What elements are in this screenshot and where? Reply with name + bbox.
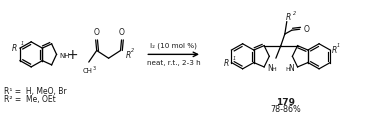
Text: 2: 2: [293, 11, 296, 16]
Text: CH: CH: [83, 67, 93, 73]
Text: R² =  Me, OEt: R² = Me, OEt: [4, 94, 56, 103]
Text: H: H: [272, 66, 277, 71]
Text: R¹ =  H, MeO, Br: R¹ = H, MeO, Br: [4, 86, 67, 95]
Text: 2: 2: [131, 48, 134, 53]
Text: 1: 1: [233, 55, 236, 60]
Text: I₂ (10 mol %): I₂ (10 mol %): [150, 42, 197, 48]
Text: R: R: [125, 50, 131, 59]
Text: N: N: [288, 63, 294, 72]
Text: 179: 179: [276, 97, 295, 106]
Text: O: O: [93, 28, 99, 37]
Text: O: O: [304, 25, 309, 33]
Text: neat, r.t., 2-3 h: neat, r.t., 2-3 h: [147, 60, 201, 66]
Text: O: O: [119, 28, 125, 37]
Text: 1: 1: [337, 43, 340, 48]
Text: R: R: [224, 59, 230, 68]
Text: NH: NH: [60, 53, 70, 59]
Text: +: +: [66, 48, 78, 62]
Text: R: R: [332, 45, 337, 54]
Text: 78-86%: 78-86%: [270, 104, 301, 113]
Text: 1: 1: [21, 41, 24, 46]
Text: R: R: [12, 43, 17, 52]
Text: 3: 3: [93, 65, 96, 70]
Text: N: N: [267, 63, 273, 72]
Text: R: R: [286, 13, 291, 22]
Text: H: H: [285, 66, 290, 71]
